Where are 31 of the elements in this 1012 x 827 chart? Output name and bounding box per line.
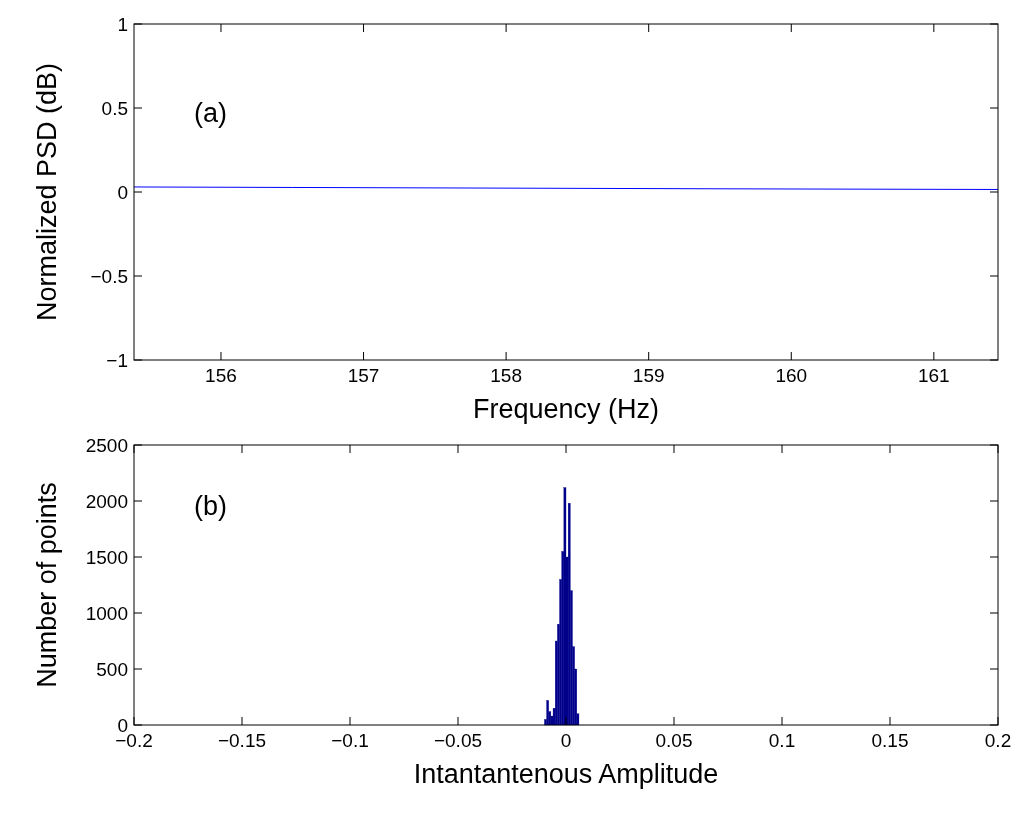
x-tick-label: 0.1 [768, 730, 796, 751]
x-tick-label: 156 [205, 365, 237, 386]
annotation: (a) [194, 98, 227, 128]
y-axis-title: Number of points [32, 482, 62, 688]
x-tick-label: 158 [490, 365, 522, 386]
y-tick-label: 1 [117, 14, 128, 35]
y-tick-label: 0 [117, 182, 128, 203]
x-tick-label: −0.15 [217, 730, 267, 751]
x-tick-label: 161 [917, 365, 950, 386]
x-tick-label: −0.05 [433, 730, 483, 751]
y-tick-label: 2500 [85, 435, 128, 456]
x-tick-label: 159 [632, 365, 665, 386]
annotation: (b) [194, 491, 227, 521]
x-tick-label: 0.15 [871, 730, 909, 751]
y-axis-title: Normalized PSD (dB) [32, 62, 62, 322]
x-tick-label: 160 [775, 365, 808, 386]
y-tick-label: 0.5 [101, 98, 128, 119]
x-axis-title: Intantantenous Amplitude [413, 759, 719, 789]
x-tick-label: 157 [347, 365, 380, 386]
x-axis-title: Frequency (Hz) [472, 394, 660, 424]
y-tick-label: 500 [96, 659, 128, 680]
x-tick-label: 0.2 [984, 730, 1012, 751]
x-tick-label: −0.1 [331, 730, 369, 751]
y-tick-label: −1 [106, 350, 128, 371]
y-tick-label: −0.5 [90, 266, 128, 287]
y-tick-label: 1000 [85, 603, 128, 624]
y-tick-label: 0 [117, 715, 128, 736]
y-tick-label: 2000 [85, 491, 128, 512]
x-tick-label: 0.05 [655, 730, 693, 751]
y-tick-label: 1500 [85, 547, 128, 568]
x-tick-label: 0 [560, 730, 572, 751]
